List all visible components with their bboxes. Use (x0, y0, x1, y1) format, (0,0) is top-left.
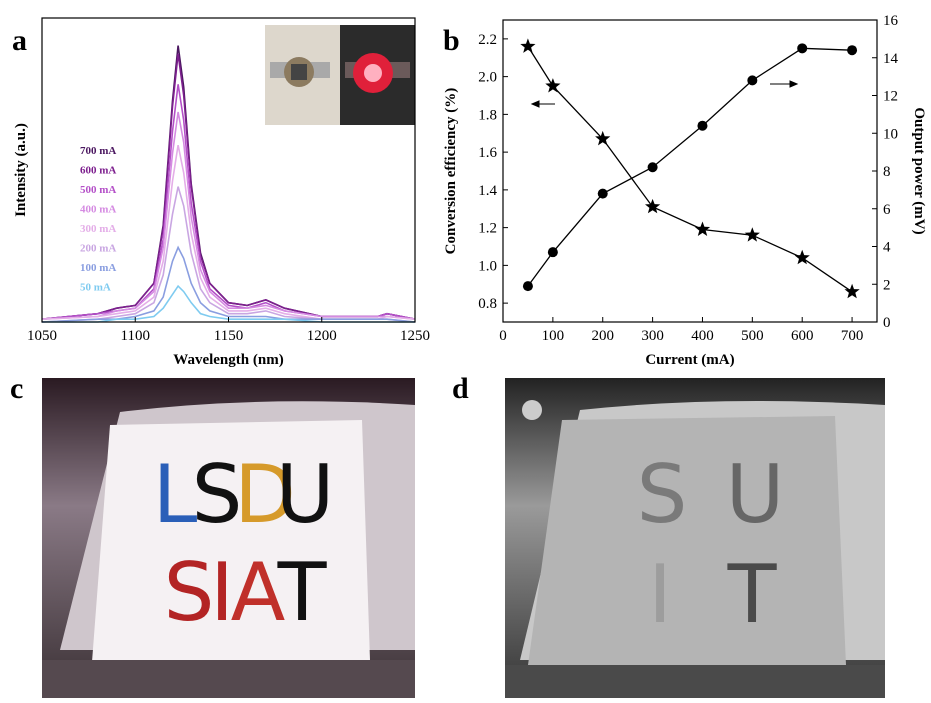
y2-tick-label: 12 (883, 89, 898, 105)
panel-label: b (443, 24, 460, 57)
y-tick-label: 1.2 (478, 221, 497, 237)
photo-letter: S (637, 448, 688, 541)
circle-marker (847, 45, 857, 55)
x-tick-label: 400 (691, 328, 714, 344)
x-tick-label: 600 (791, 328, 814, 344)
circle-marker (648, 162, 658, 172)
circle-marker (697, 121, 707, 131)
star-marker (645, 199, 660, 213)
y-tick-label: 1.0 (478, 258, 497, 274)
star-marker (520, 38, 535, 53)
y2-tick-label: 10 (883, 126, 898, 142)
panel-label: a (12, 24, 27, 57)
x-tick-label: 0 (499, 328, 507, 344)
y-axis-title: Intensity (a.u.) (13, 123, 29, 217)
circle-marker (598, 189, 608, 199)
arrow (770, 81, 797, 87)
x-tick-label: 100 (542, 328, 565, 344)
series-line (528, 48, 852, 286)
legend-label: 400 mA (80, 204, 116, 216)
panel-label: c (10, 372, 23, 405)
y2-tick-label: 0 (883, 315, 891, 331)
y2-tick-label: 16 (883, 13, 899, 29)
star-marker (745, 227, 760, 241)
y2-tick-label: 6 (883, 202, 891, 218)
x-tick-label: 1200 (307, 328, 337, 344)
y-tick-label: 2.0 (478, 70, 497, 86)
legend-label: 50 mA (80, 282, 111, 294)
photo-letter: U (276, 448, 335, 541)
inset-photo (265, 25, 415, 125)
y-tick-label: 1.6 (478, 145, 497, 161)
legend-label: 700 mA (80, 145, 116, 157)
arrow (532, 101, 555, 107)
x-tick-label: 700 (841, 328, 864, 344)
y2-tick-label: 2 (883, 277, 891, 293)
y2-axis-title: Output power (mV) (911, 107, 927, 234)
y2-tick-label: 14 (883, 51, 899, 67)
y2-tick-label: 4 (883, 240, 891, 256)
x-axis-title: Wavelength (nm) (173, 352, 283, 368)
photo-d (505, 378, 885, 698)
star-marker (545, 78, 560, 92)
x-tick-label: 200 (591, 328, 614, 344)
x-tick-label: 1100 (121, 328, 150, 344)
figure: a b c d 700 mA 600 mA 500 mA 400 mA 300 mA 200 mA… (0, 0, 931, 698)
photo-letter: I (648, 548, 672, 641)
y-tick-label: 1.8 (478, 107, 497, 123)
x-tick-label: 500 (741, 328, 764, 344)
x-tick-label: 1050 (27, 328, 57, 344)
photo-letter: T (727, 548, 778, 641)
circle-marker (747, 75, 757, 85)
legend-label: 100 mA (80, 262, 116, 274)
circle-marker (797, 43, 807, 53)
x-tick-label: 1150 (214, 328, 243, 344)
circle-marker (523, 281, 533, 291)
y-tick-label: 0.8 (478, 296, 497, 312)
y-axis-title: Conversion efficiency (%) (443, 88, 459, 255)
star-marker (695, 222, 710, 237)
panel-label: d (452, 372, 469, 405)
legend-label: 300 mA (80, 223, 116, 235)
legend-label: 200 mA (80, 243, 116, 255)
x-tick-label: 300 (641, 328, 664, 344)
legend-label: 600 mA (80, 165, 116, 177)
y-tick-label: 2.2 (478, 32, 497, 48)
plot-frame (503, 20, 877, 322)
y-tick-label: 1.4 (478, 183, 497, 199)
photo-letter: U (726, 448, 785, 541)
star-marker (845, 284, 860, 299)
photo-letter: S (164, 546, 215, 639)
y2-tick-label: 8 (883, 164, 891, 180)
photo-letter: T (277, 546, 328, 639)
x-tick-label: 1250 (400, 328, 430, 344)
circle-marker (548, 247, 558, 257)
legend-label: 500 mA (80, 184, 116, 196)
x-axis-title: Current (mA) (645, 352, 734, 368)
